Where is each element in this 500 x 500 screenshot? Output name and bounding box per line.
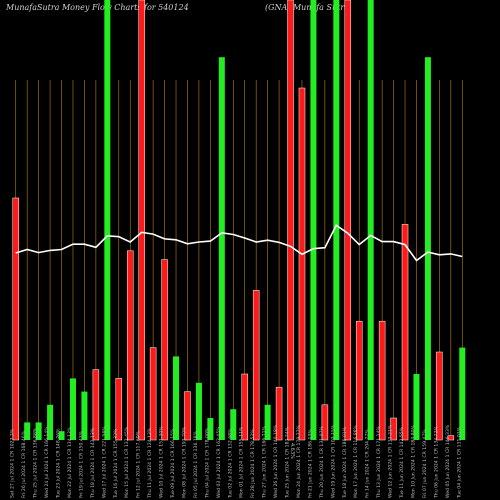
flow-bar xyxy=(459,347,466,440)
x-tick-label: Wed 17 Jul 2024 1 CR 221.56% xyxy=(101,426,107,498)
flow-bar xyxy=(115,378,123,441)
annotation-label: 4.63% xyxy=(289,443,295,459)
flow-bar xyxy=(298,87,306,441)
x-tick-label: Wed 10 Jul 2024 1 CR 151.30% xyxy=(159,426,165,498)
x-tick-label: Wed 19 Jun 2024 1 CR 102.15% xyxy=(330,424,336,498)
x-tick-label: Thu 20 Jun 2024 1 CR 131.07% xyxy=(319,426,325,499)
x-tick-label: Tue 18 Jun 2024 1 CR 186.01% xyxy=(342,426,348,499)
x-tick-label: Tue 09 Jul 2024 1 CR 166.15% xyxy=(170,428,176,499)
x-tick-label: Fri 28 Jun 2024 1 CR 178.52% xyxy=(250,429,256,498)
flow-bar xyxy=(230,409,237,440)
price-line-group xyxy=(15,224,463,262)
x-tick-label: Thu 25 Jul 2024 1 CR 136.88% xyxy=(33,427,39,499)
x-tick-label: Fri 05 Jul 2024 1 CR 136.18% xyxy=(193,430,199,498)
x-tick-label: Thu 13 Jun 2024 1 CR 171.14% xyxy=(376,426,382,499)
x-tick-label: Wed 03 Jul 2024 1 CR 162.45% xyxy=(216,426,222,498)
flow-bar xyxy=(378,320,386,441)
flow-bar xyxy=(92,369,100,441)
flow-bar xyxy=(69,378,76,440)
grid-lines xyxy=(15,80,463,440)
x-tick-label: Wed 26 Jun 2024 1 CR 140.18% xyxy=(273,424,279,498)
flow-bar xyxy=(413,374,420,440)
flow-bar xyxy=(218,57,225,440)
x-tick-label: Sat 27 Jul 2024 1 CR 1022.2% xyxy=(10,428,16,498)
x-tick-label: Thu 04 Jul 2024 1 CR 178.00% xyxy=(204,427,210,499)
x-tick-label: Mon 15 Jul 2024 1 CR 132.45% xyxy=(124,426,130,498)
flow-bar xyxy=(24,422,31,440)
x-tick-label: Thu 18 Jul 2024 1 CR 143.13% xyxy=(90,427,96,499)
flow-bar xyxy=(264,404,271,440)
x-tick-label: Mon 10 Jun 2024 1 CR 183.80% xyxy=(410,424,416,498)
flow-bar xyxy=(58,431,65,440)
x-tick-label: Thu 11 Jul 2024 1 CR 124.13% xyxy=(147,427,153,499)
x-tick-label: Mon 08 Jul 2024 1 CR 193.70% xyxy=(181,426,187,498)
flow-bar xyxy=(35,422,42,440)
x-tick-label: Mon 01 Jul 2024 1 CR 155.11% xyxy=(239,426,245,498)
x-tick-label: Thu 06 Jun 2024 1 CR 134.72% xyxy=(433,426,439,499)
x-tick-label: Wed 12 Jun 2024 1 CR 133.21% xyxy=(388,424,394,498)
chart-title: MunafaSutra Money Flow Charts for 540124 xyxy=(6,3,189,12)
x-tick-label: Tue 04 Jun 2024 1 CR 131.03% xyxy=(456,426,462,499)
flow-bar xyxy=(333,0,340,440)
x-tick-label: Mon 22 Jul 2024 1 CR 134.12% xyxy=(67,426,73,498)
x-tick-label: Tue 11 Jun 2024 1 CR 142.55% xyxy=(399,426,405,499)
flow-bar xyxy=(12,197,19,441)
flow-bar xyxy=(126,250,134,441)
x-tick-label: Wed 05 Jun 2024 1 CR 140.33% xyxy=(445,424,451,498)
x-tick-label: Mon 24 Jun 2024 1 CR 179.77% xyxy=(296,424,302,498)
x-tick-label: Tue 23 Jul 2024 1 CR 148.26% xyxy=(56,428,62,499)
x-tick-label: Fri 19 Jul 2024 1 CR 150.43% xyxy=(78,430,84,498)
flow-bar xyxy=(424,57,431,440)
x-tick-label: Thu 27 Jun 2024 1 CR 166.71% xyxy=(262,426,268,499)
x-tick-label: Fri 21 Jun 2024 1 CR 186.13% xyxy=(307,429,313,498)
flow-bar xyxy=(287,0,294,441)
flow-bar xyxy=(195,382,202,440)
flow-bar xyxy=(355,320,363,441)
flow-bar xyxy=(321,404,329,441)
flow-bar xyxy=(310,0,317,440)
flow-bar xyxy=(138,0,145,441)
flow-bar xyxy=(401,224,409,441)
x-labels: Sat 27 Jul 2024 1 CR 1022.2% Fri 26 Jul 2… xyxy=(10,424,463,499)
flow-bar xyxy=(149,347,157,441)
x-tick-label: Wed 24 Jul 2024 1 CR 166.14% xyxy=(44,426,50,498)
flow-bar xyxy=(447,435,455,441)
x-tick-label: Fri 07 Jun 2024 1 CR 159.47% xyxy=(422,429,428,498)
flow-bar xyxy=(252,290,260,441)
flow-bar xyxy=(161,259,168,441)
flow-bar xyxy=(81,391,88,440)
price-line xyxy=(15,224,463,262)
chart-subtitle: (GNA) Munafa Sutra xyxy=(265,3,349,12)
flow-bar xyxy=(104,0,111,440)
flow-bar xyxy=(207,418,214,440)
flow-bar xyxy=(275,386,283,441)
flow-bar xyxy=(367,0,374,440)
flow-bar xyxy=(184,391,191,441)
bars xyxy=(12,0,466,441)
flow-bar xyxy=(390,417,397,441)
flow-bar xyxy=(344,0,352,441)
flow-bar xyxy=(47,404,54,440)
x-tick-label: Tue 02 Jul 2024 1 CR 132.68% xyxy=(227,428,233,499)
x-tick-label: Fri 14 Jun 2024 1 CR 204.77% xyxy=(365,429,371,498)
x-tick-label: Tue 25 Jun 2024 1 CR 183.74% xyxy=(285,426,291,499)
flow-bar xyxy=(173,356,180,440)
flow-bar xyxy=(436,351,443,441)
flow-bar xyxy=(241,373,248,441)
x-tick-label: Fri 12 Jul 2024 1 CR 117.69% xyxy=(136,430,142,498)
x-tick-label: Fri 26 Jul 2024 1 CR 168.46% xyxy=(21,430,27,498)
x-tick-label: Tue 16 Jul 2024 1 CR 155.32% xyxy=(113,428,119,499)
x-tick-label: Mon 17 Jun 2024 1 CR 116.88% xyxy=(353,424,359,498)
